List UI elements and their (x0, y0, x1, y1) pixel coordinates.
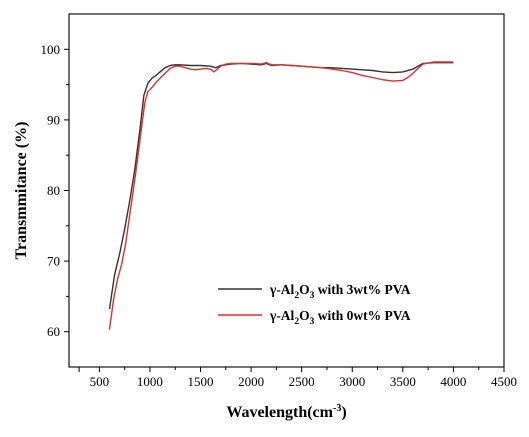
x-tick-label: 3500 (390, 374, 416, 389)
x-tick-label: 1500 (188, 374, 214, 389)
y-axis-label: Transmmitance (%) (13, 122, 30, 260)
y-tick-label: 80 (47, 183, 60, 198)
y-tick-label: 100 (41, 42, 61, 57)
series-line-2 (108, 61, 454, 330)
legend-label-2: γ-Al2O3 with 0wt% PVA (269, 308, 411, 327)
axes-layer (64, 13, 505, 372)
legend-label-1: γ-Al2O3 with 3wt% PVA (269, 282, 411, 301)
x-tick-label: 4000 (440, 374, 466, 389)
label-layer: 500 1000 1500 2000 2500 3000 3500 4000 4500 60 70 8… (13, 42, 517, 421)
y-tick-label: 60 (47, 324, 60, 339)
series-layer (108, 61, 454, 330)
x-tick-label: 2000 (238, 374, 264, 389)
legend: γ-Al2O3 with 3wt% PVA γ-Al2O3 with 0wt% P… (218, 282, 411, 327)
series-line-1 (108, 62, 454, 310)
x-tick-label: 4500 (491, 374, 517, 389)
x-tick-label: 500 (90, 374, 110, 389)
x-tick-label: 3000 (339, 374, 365, 389)
y-tick-label: 90 (47, 112, 60, 127)
x-axis-label: Wavelength(cm-3) (226, 403, 346, 421)
y-tick-label: 70 (47, 254, 60, 269)
x-tick-label: 2500 (289, 374, 315, 389)
x-tick-label: 1000 (137, 374, 163, 389)
